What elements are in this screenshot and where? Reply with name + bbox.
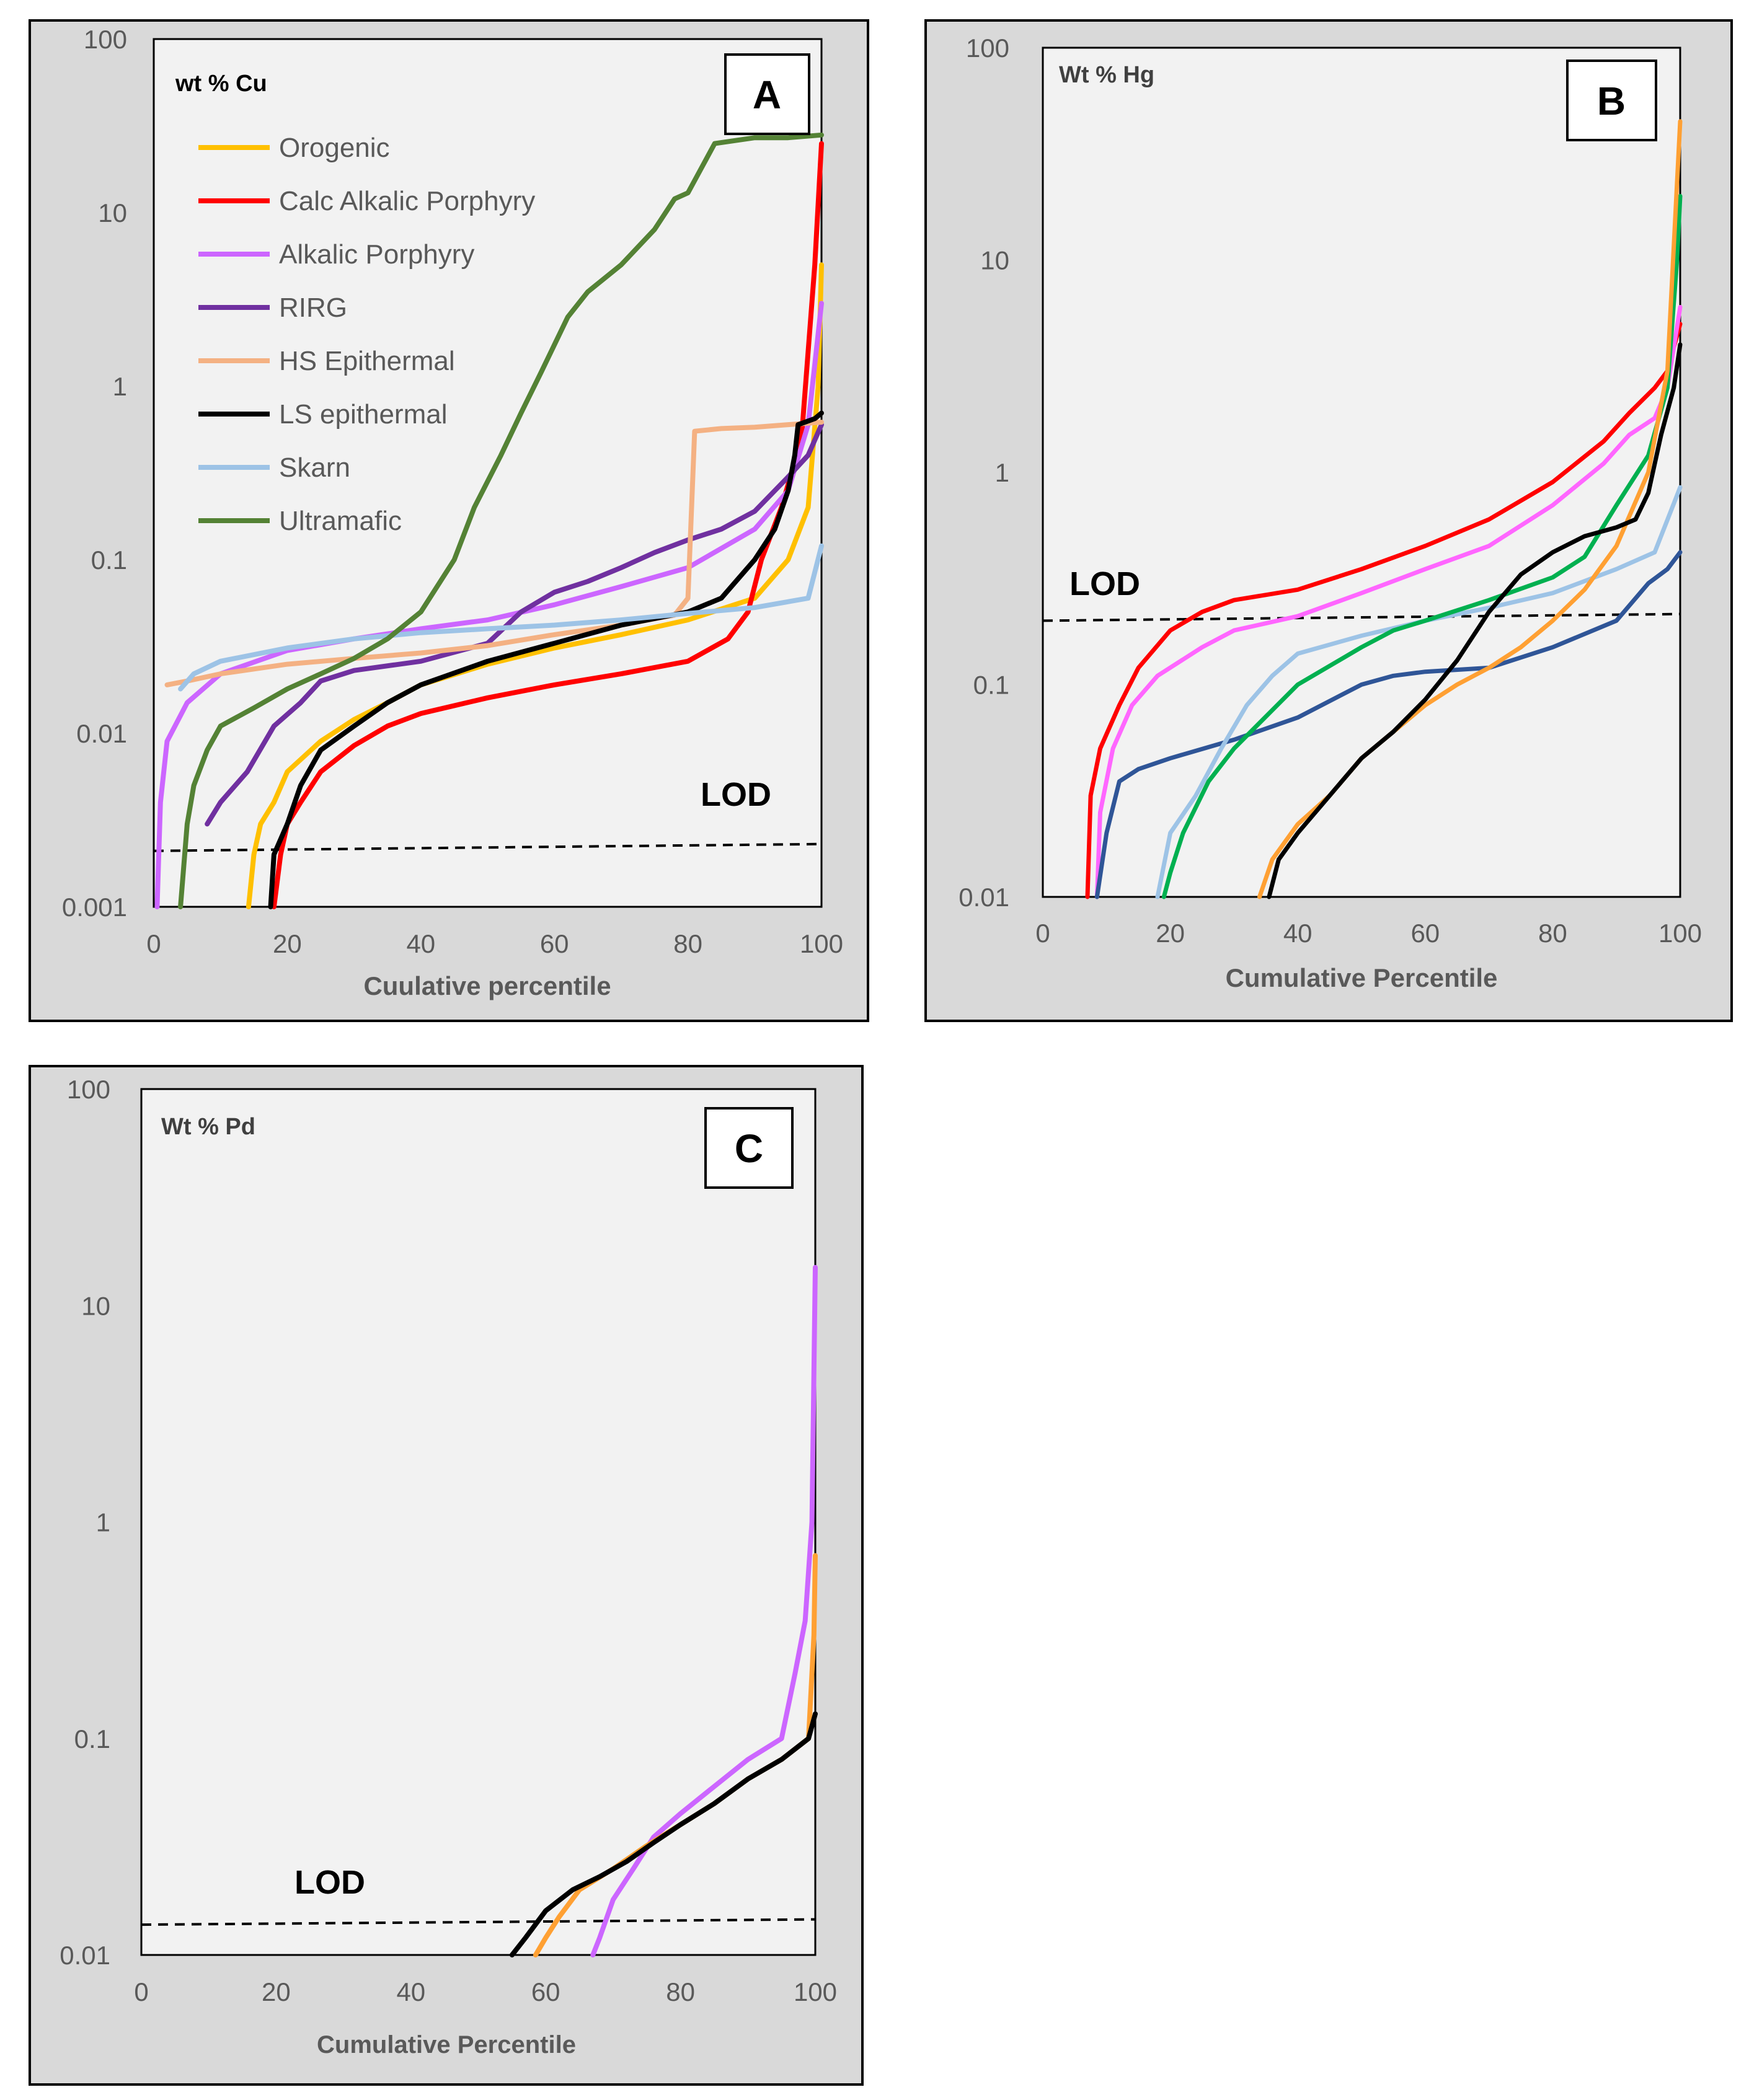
lod-label-a: LOD [701,776,771,813]
y-tick-label-b: 10 [980,246,1009,275]
x-tick-label-b: 80 [1538,919,1567,948]
legend-label-hs-epithermal: HS Epithermal [279,346,455,376]
x-tick-label-c: 40 [396,1977,425,2006]
lod-label-b: LOD [1069,565,1140,602]
series-line-a-ultramafic [178,132,824,909]
legend-label-alkalic-porphyry: Alkalic Porphyry [279,239,474,270]
x-axis-label-a: Cuulative percentile [363,971,611,1000]
panel-b-label: B [1597,79,1626,123]
series-line-a-skarn [178,543,824,692]
lod-line-c [141,1918,816,1926]
legend-label-skarn: Skarn [279,452,350,483]
plot-area-a [153,38,823,908]
y-tick-label-a: 10 [98,198,127,227]
x-tick-label-a: 0 [146,929,161,958]
y-tick-label-c: 1 [96,1508,110,1537]
y-tick-label-a: 0.001 [62,893,127,922]
x-axis-label-b: Cumulative Percentile [1226,963,1498,992]
legend-label-rirg: RIRG [279,293,347,323]
y-tick-label-b: 1 [995,458,1009,487]
panel-c-label-box [704,1107,794,1189]
inset-title-b: Wt % Hg [1059,62,1154,88]
y-tick-label-b: 0.01 [959,883,1009,912]
legend-label-ultramafic: Ultramafic [279,506,402,536]
x-tick-label-a: 80 [673,929,702,958]
y-tick-label-a: 0.01 [76,719,127,748]
x-tick-label-a: 20 [273,929,302,958]
legend-label-ls-epithermal: LS epithermal [279,399,447,430]
inset-title-c: Wt % Pd [161,1114,255,1140]
x-tick-label-b: 40 [1283,919,1313,948]
y-tick-label-c: 0.01 [60,1941,110,1970]
x-tick-label-c: 100 [794,1977,837,2006]
x-tick-label-c: 60 [531,1977,560,2006]
series-line-a-alkalic-porphyry [154,301,824,909]
plot-area-b [1042,46,1681,898]
x-tick-label-b: 60 [1410,919,1440,948]
panel-b-label-box [1566,60,1657,141]
plot-area-c [140,1088,817,1956]
x-axis-label-c: Cumulative Percentile [317,2031,576,2058]
series-line-b-series-7 [1267,342,1683,899]
x-tick-label-c: 0 [134,1977,148,2006]
series-line-a-ls-epithermal [268,410,824,909]
lod-line-b [1042,612,1681,622]
panel-a-label: A [753,73,781,117]
lod-line-a [153,842,822,852]
panel-a-label-box [724,53,810,135]
y-tick-label-a: 0.1 [91,545,127,575]
x-tick-label-b: 0 [1035,919,1050,948]
chart-panel-a: 0.001 0.01 0.1 1 10 100 0 20 40 60 80 100 LOD A wt … [29,19,869,1022]
legend-label-calc-alkalic-porphyry: Calc Alkalic Porphyry [279,186,535,216]
series-line-a-rirg [205,422,824,827]
x-tick-label-c: 80 [666,1977,695,2006]
x-tick-label-a: 40 [406,929,435,958]
x-tick-label-b: 20 [1156,919,1185,948]
series-line-c-series-1 [590,1264,818,1957]
y-tick-label-c: 0.1 [74,1724,110,1754]
lod-label-c: LOD [294,1864,365,1901]
series-line-b-series-2 [1094,305,1683,899]
x-tick-label-a: 60 [540,929,569,958]
panel-c-label: C [735,1126,763,1171]
legend-label-orogenic: Orogenic [279,133,390,163]
y-tick-label-c: 100 [67,1075,110,1104]
series-line-b-series-3 [1094,550,1683,899]
series-line-b-series-1 [1085,322,1683,899]
x-tick-label-c: 20 [262,1977,291,2006]
x-tick-label-b: 100 [1658,919,1702,948]
y-tick-label-b: 0.1 [973,671,1009,700]
y-tick-label-b: 100 [966,33,1009,63]
series-line-a-hs-epithermal [164,420,824,687]
series-line-c-series-3 [509,1711,818,1957]
y-tick-label-a: 100 [84,25,127,54]
inset-title-a: wt % Cu [175,71,267,97]
x-tick-label-a: 100 [800,929,843,958]
y-tick-label-c: 10 [81,1291,110,1320]
series-line-b-series-6 [1257,119,1683,899]
series-line-b-series-4 [1155,485,1683,899]
legend-a: Orogenic Calc Alkalic Porphyry Alkalic Por… [198,133,535,536]
y-tick-label-a: 1 [113,372,127,401]
